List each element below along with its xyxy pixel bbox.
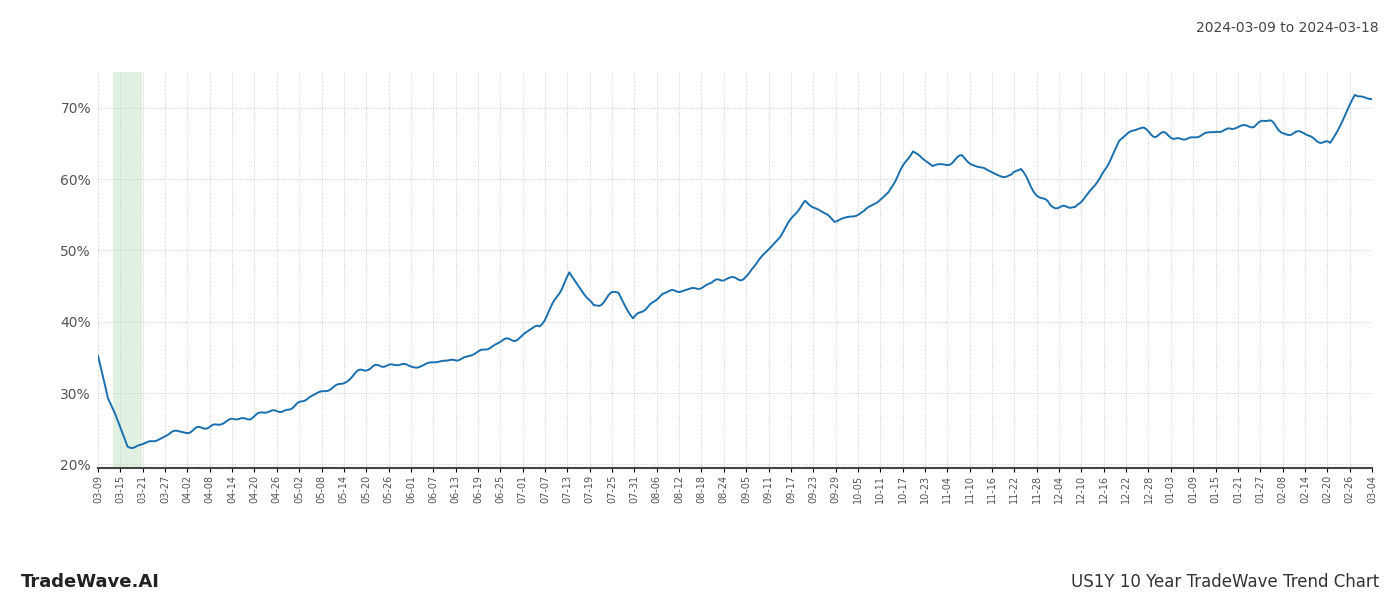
Bar	[113, 72, 143, 468]
Text: TradeWave.AI: TradeWave.AI	[21, 573, 160, 591]
Text: US1Y 10 Year TradeWave Trend Chart: US1Y 10 Year TradeWave Trend Chart	[1071, 573, 1379, 591]
Text: 2024-03-09 to 2024-03-18: 2024-03-09 to 2024-03-18	[1197, 21, 1379, 35]
